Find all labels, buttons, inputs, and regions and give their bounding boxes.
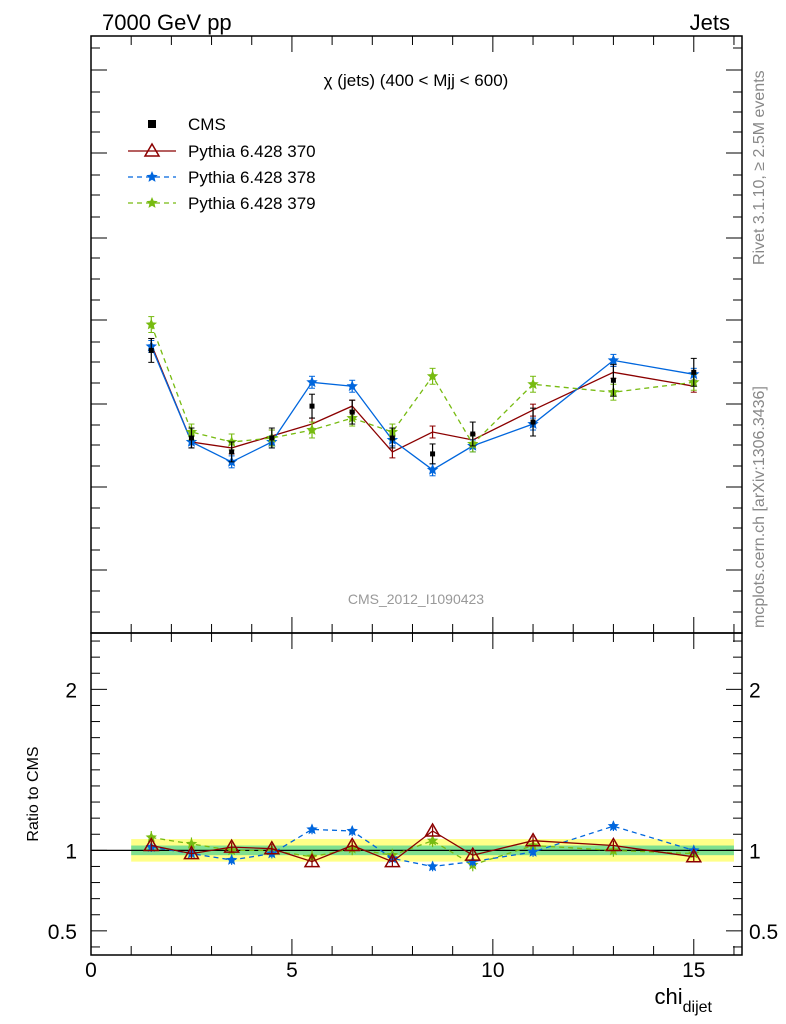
ratio-data-point [346, 825, 358, 836]
main-data-point [426, 463, 439, 475]
main-axis-ticks [90, 36, 742, 633]
main-data-point [229, 449, 235, 455]
ratio-axis-ticks: 0.5 0.5 1 1 2 2 0 5 10 15 [48, 633, 778, 982]
main-data-point [145, 318, 157, 330]
legend-label-0: CMS [188, 115, 226, 134]
ratio-data-point [225, 854, 238, 865]
legend-label-3: Pythia 6.428 379 [188, 194, 316, 213]
main-series-line-3 [150, 324, 694, 446]
ratio-data-point [426, 834, 439, 846]
header-right: Jets [690, 10, 730, 35]
main-data-point [349, 409, 355, 415]
main-data-point [306, 424, 318, 435]
main-data-point [309, 403, 315, 409]
legend-label-1: Pythia 6.428 370 [188, 142, 316, 161]
ratio-y-ticklabel-left: 1 [65, 840, 77, 863]
header-left: 7000 GeV pp [102, 10, 232, 35]
ratio-data-point [343, 837, 361, 852]
ratio-data-point [685, 848, 703, 863]
ratio-ylabel: Ratio to CMS [25, 746, 42, 841]
main-data-point [269, 435, 275, 441]
x-ticklabel: 0 [85, 959, 97, 982]
main-series-3 [145, 316, 700, 453]
ratio-data-point [467, 855, 479, 867]
ratio-data-point [527, 846, 539, 857]
main-series-line-2 [150, 346, 694, 471]
ratio-uncertainty-band [91, 839, 742, 862]
ratio-series-line-2 [151, 836, 694, 866]
main-data-point [346, 380, 358, 392]
main-data-point [527, 378, 539, 390]
ratio-data-point [183, 845, 200, 860]
ratio-data-point [424, 822, 441, 837]
ratio-series-group [142, 820, 703, 872]
ratio-data-point [223, 838, 240, 853]
legend-marker-3 [146, 197, 158, 208]
mcplots-label: mcplots.cern.ch [arXiv:1306.3436] [751, 386, 768, 628]
main-data-point [430, 451, 436, 457]
ratio-series-line-1 [151, 825, 694, 868]
ratio-data-point [426, 860, 439, 872]
ratio-series-line-0 [151, 830, 694, 863]
ratio-y-ticklabel-right: 1 [749, 840, 761, 863]
main-series-2 [145, 339, 700, 477]
main-series-0 [148, 337, 697, 465]
legend-marker-2 [146, 171, 158, 182]
main-data-point [691, 369, 697, 375]
legend: CMS Pythia 6.428 370 Pythia 6.428 378 Pythi… [128, 115, 316, 213]
main-data-point [188, 435, 194, 441]
rivet-label: Rivet 3.1.10, ≥ 2.5M events [751, 70, 768, 265]
ratio-y-ticklabel-right: 2 [749, 679, 761, 702]
x-ticklabel: 10 [481, 959, 504, 982]
ratio-data-point [185, 837, 198, 849]
main-data-point [148, 347, 154, 353]
x-axis-label-main: chi [655, 984, 683, 1009]
ratio-data-point [384, 853, 401, 868]
plot-title: χ (jets) (400 < Mjj < 600) [324, 71, 509, 90]
ratio-data-point [524, 832, 542, 847]
ratio-data-point [145, 831, 157, 843]
legend-marker-cms [148, 120, 156, 128]
ratio-data-point [303, 853, 321, 868]
main-data-point [389, 435, 395, 441]
main-data-point [607, 354, 620, 366]
legend-marker-1 [143, 142, 161, 157]
ratio-panel-frame [90, 632, 743, 956]
main-data-point [530, 419, 536, 425]
ratio-data-point [464, 846, 482, 861]
ratio-series-0 [142, 822, 703, 868]
ratio-data-point [263, 840, 281, 855]
ratio-data-point [142, 837, 160, 852]
ratio-data-point [605, 837, 622, 852]
main-series-group [145, 316, 700, 477]
x-axis-label: chidijet [655, 984, 713, 1016]
main-data-point [306, 376, 318, 388]
ratio-y-ticklabel-right: 0.5 [749, 921, 778, 944]
x-ticklabel: 5 [286, 959, 298, 982]
watermark: CMS_2012_I1090423 [348, 591, 484, 607]
ratio-data-point [607, 820, 620, 832]
main-data-point [426, 370, 439, 382]
ratio-data-point [306, 823, 318, 835]
main-series-line-1 [150, 344, 694, 453]
main-data-point [610, 377, 616, 383]
legend-label-2: Pythia 6.428 378 [188, 168, 316, 187]
main-data-point [470, 431, 476, 437]
x-ticklabel: 15 [682, 959, 705, 982]
x-axis-label-sub: dijet [683, 999, 713, 1016]
main-data-point [225, 436, 238, 447]
ratio-y-ticklabel-left: 2 [65, 679, 77, 702]
ratio-y-ticklabel-left: 0.5 [48, 921, 77, 944]
